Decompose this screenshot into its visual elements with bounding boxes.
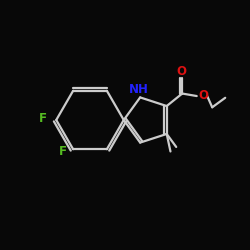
Text: F: F	[39, 112, 47, 125]
Text: O: O	[198, 89, 208, 102]
Text: NH: NH	[129, 83, 149, 96]
Text: F: F	[58, 145, 66, 158]
Text: O: O	[177, 65, 187, 78]
